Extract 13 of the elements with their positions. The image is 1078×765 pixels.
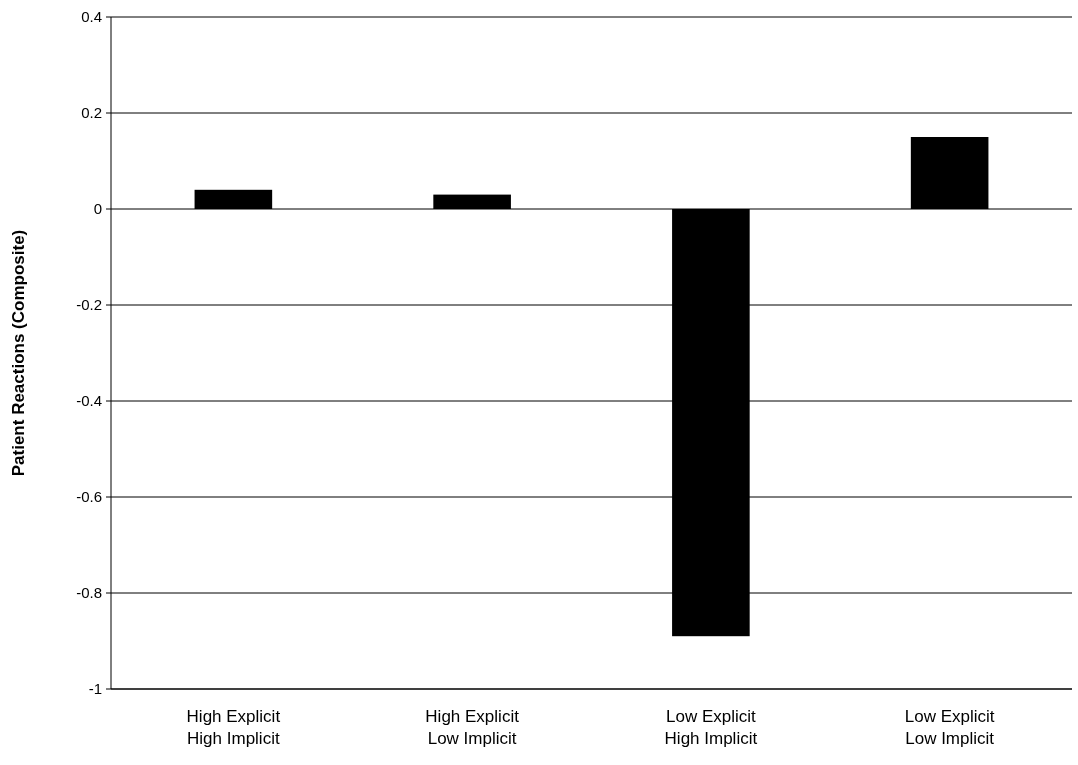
x-tick-label: Low Explicit Low Implicit	[904, 707, 995, 748]
y-tick-label: 0.2	[81, 104, 102, 122]
y-tick-label: -0.2	[76, 296, 102, 314]
y-tick-label: -0.8	[76, 584, 102, 602]
y-tick-label: -1	[88, 680, 102, 698]
y-tick-label: 0.4	[81, 8, 102, 26]
y-tick-label: -0.6	[76, 488, 102, 506]
y-tick-label: -0.4	[76, 392, 102, 410]
y-axis-title: Patient Reactions (Composite)	[9, 229, 28, 477]
x-tick-label: High Explicit Low Implicit	[425, 707, 520, 748]
x-tick-label: Low Explicit High Implicit	[664, 707, 758, 748]
x-tick-label: High Explicit High Implicit	[186, 707, 281, 748]
y-tick-label: 0	[93, 200, 102, 218]
